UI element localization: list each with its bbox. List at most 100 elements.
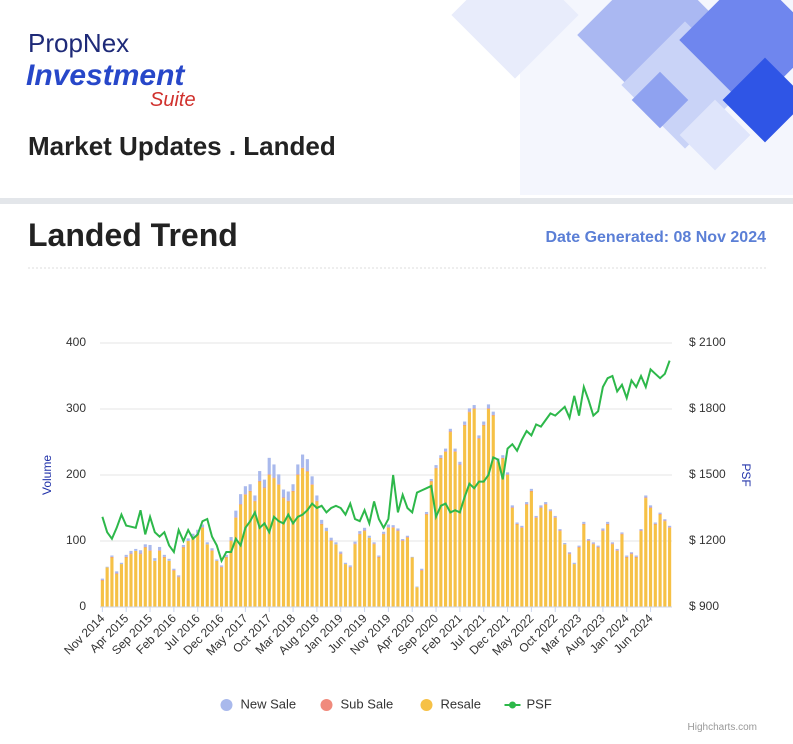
bar	[577, 547, 581, 607]
bar	[138, 550, 143, 554]
bar	[396, 530, 400, 532]
bar	[191, 537, 195, 607]
bar	[548, 509, 553, 511]
bar	[510, 508, 514, 607]
bar	[420, 568, 424, 571]
bar	[110, 557, 114, 607]
bar	[339, 553, 343, 555]
bar	[663, 519, 667, 521]
bar	[367, 535, 371, 538]
bar	[277, 484, 281, 485]
bar	[181, 546, 185, 548]
bar	[558, 530, 562, 532]
bar	[434, 468, 438, 607]
y-tick-label: 200	[66, 467, 86, 481]
bar	[153, 560, 157, 607]
bar	[291, 490, 295, 492]
bar	[529, 491, 533, 607]
bar	[138, 554, 143, 607]
bar	[115, 573, 119, 574]
bar	[620, 533, 624, 535]
bar	[429, 480, 433, 482]
bar	[353, 543, 357, 545]
bar	[629, 552, 634, 554]
bar	[362, 531, 367, 607]
bar	[482, 421, 486, 425]
bar	[339, 554, 343, 607]
bar	[420, 570, 424, 571]
bar	[153, 558, 157, 561]
bar	[324, 531, 328, 607]
bar	[119, 562, 124, 565]
bar	[281, 489, 286, 498]
legend: New Sale Sub Sale Resale PSF	[220, 696, 552, 711]
bar	[525, 504, 529, 505]
bar	[405, 537, 410, 607]
bar	[463, 421, 467, 425]
y-tick-label: 300	[66, 401, 86, 415]
bar	[172, 570, 176, 571]
bar	[577, 546, 581, 548]
bar	[353, 541, 357, 544]
bar	[177, 575, 181, 577]
bar	[148, 544, 152, 551]
bar	[138, 553, 143, 555]
bar	[486, 408, 491, 409]
bar	[229, 541, 233, 607]
bar	[424, 513, 429, 515]
bar	[458, 464, 462, 466]
bar	[353, 544, 357, 607]
bar	[301, 454, 305, 468]
bar	[467, 408, 471, 412]
bar	[119, 564, 124, 607]
bar	[606, 523, 610, 525]
bar	[620, 532, 624, 534]
bar	[510, 507, 514, 508]
bar	[567, 554, 572, 607]
bar	[544, 502, 548, 505]
bar	[544, 504, 548, 607]
bar	[472, 405, 476, 409]
bar	[396, 528, 400, 531]
bar	[391, 527, 395, 528]
credit: Highcharts.com	[688, 722, 757, 733]
bar	[467, 412, 471, 607]
bar	[291, 491, 295, 607]
bar	[286, 501, 290, 607]
bar	[534, 517, 538, 607]
legend-symbol	[320, 699, 333, 711]
bar	[315, 500, 319, 502]
bar	[610, 542, 614, 544]
bar	[567, 553, 572, 555]
bar	[548, 511, 553, 607]
bar	[348, 566, 352, 568]
section-title: Landed Trend	[28, 217, 238, 253]
bar	[472, 409, 476, 607]
bar	[258, 480, 262, 482]
bar	[234, 517, 238, 518]
bar	[439, 457, 443, 459]
bar	[653, 523, 657, 525]
bar	[372, 544, 376, 607]
bar	[372, 543, 376, 545]
legend-label: New Sale	[241, 696, 297, 711]
bar	[539, 505, 543, 508]
bar	[458, 461, 462, 465]
bar	[434, 465, 438, 468]
bar	[515, 522, 519, 524]
bar	[510, 505, 514, 508]
bar	[663, 520, 667, 522]
bar	[134, 550, 138, 607]
bar	[491, 411, 495, 415]
bar	[610, 543, 614, 545]
bar	[334, 542, 338, 545]
y-tick-label: 0	[79, 599, 86, 613]
y2-axis-title: PSF	[739, 463, 753, 486]
bar	[124, 556, 128, 558]
bar	[129, 553, 133, 555]
y2-tick-label: $ 2100	[689, 335, 726, 349]
bar	[501, 455, 505, 458]
bar	[362, 530, 367, 532]
bar	[615, 550, 619, 551]
bar	[405, 535, 410, 538]
